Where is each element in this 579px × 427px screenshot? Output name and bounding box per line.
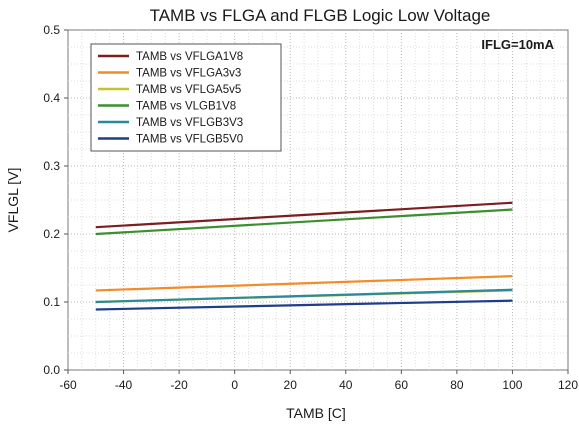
x-tick-label: 80 [450, 378, 464, 392]
legend-label: TAMB vs VFLGA3v3 [136, 68, 241, 80]
x-axis-ticks: -60 -40 -20 0 20 40 60 80 100 120 [59, 370, 578, 392]
legend-label: TAMB vs VFLGA1V8 [136, 51, 243, 63]
x-axis-label: TAMB [C] [286, 405, 346, 421]
series-line [95, 275, 513, 292]
grid [68, 30, 568, 370]
series-line [95, 208, 513, 236]
legend-label: TAMB vs VFLGB3V3 [136, 117, 243, 129]
y-tick-label: 0.3 [43, 159, 60, 173]
x-tick-label: 40 [339, 378, 353, 392]
legend-box [90, 43, 282, 152]
chart-title: TAMB vs FLGA and FLGB Logic Low Voltage [150, 6, 491, 25]
y-tick-label: 0.0 [43, 363, 60, 377]
x-tick-label: -20 [170, 378, 188, 392]
x-tick-label: -40 [115, 378, 133, 392]
legend-label: TAMB vs VLGB1V8 [136, 101, 236, 113]
series-line [95, 288, 513, 304]
y-axis-ticks: 0.0 0.1 0.2 0.3 0.4 0.5 [43, 23, 68, 377]
x-tick-label: 20 [284, 378, 298, 392]
series-line [95, 299, 513, 311]
x-tick-label: 120 [558, 378, 578, 392]
y-tick-label: 0.4 [43, 91, 60, 105]
legend-label: TAMB vs VFLGA5v5 [136, 84, 241, 96]
y-tick-label: 0.1 [43, 295, 60, 309]
y-tick-label: 0.5 [43, 23, 60, 37]
y-tick-label: 0.2 [43, 227, 60, 241]
legend-label: TAMB vs VFLGB5V0 [136, 134, 243, 146]
x-tick-label: 100 [502, 378, 522, 392]
annotation-iflg: IFLG=10mA [481, 37, 554, 52]
series-lines [95, 201, 513, 311]
series-line [95, 201, 513, 229]
x-tick-label: 0 [231, 378, 238, 392]
legend: TAMB vs VFLGA1V8 TAMB vs VFLGA3v3 TAMB vs … [90, 43, 282, 152]
x-tick-label: 60 [395, 378, 409, 392]
y-axis-label: VFLGL [V] [5, 168, 21, 233]
x-tick-label: -60 [59, 378, 77, 392]
